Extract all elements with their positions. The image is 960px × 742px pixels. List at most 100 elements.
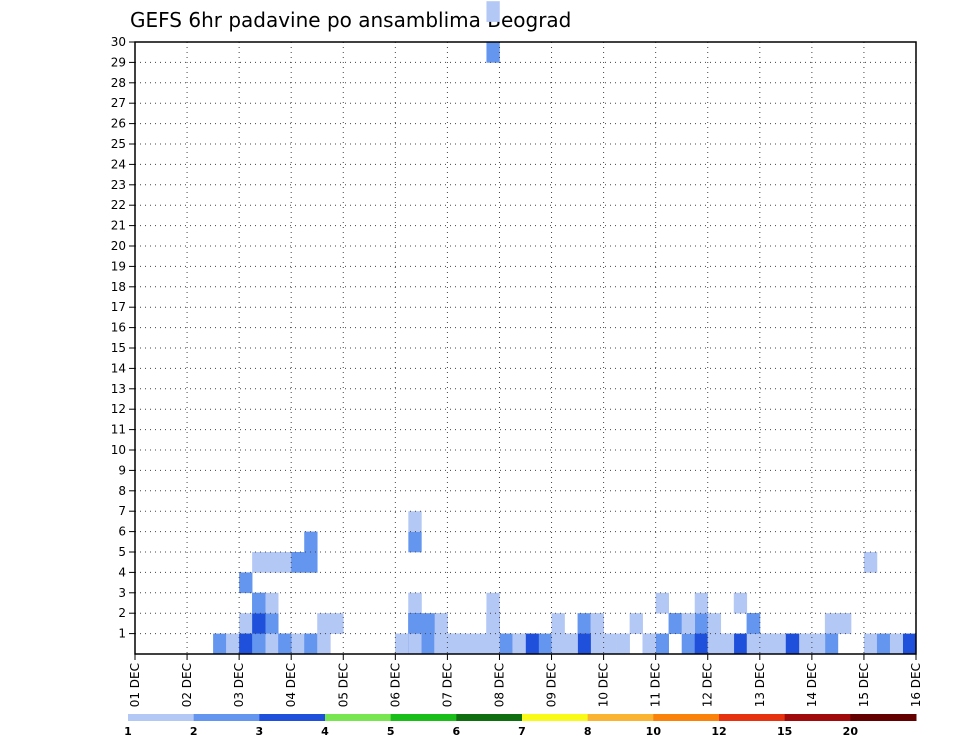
heatmap-cell xyxy=(486,633,500,655)
x-axis-ticks: 01 DEC 02 DEC 03 DEC 04 DEC 05 DEC 06 DEC 07 D… xyxy=(128,654,923,707)
heatmap-cells xyxy=(213,1,917,655)
legend-color-swatch xyxy=(587,714,654,721)
y-tick-label: 27 xyxy=(111,96,126,110)
heatmap-cell xyxy=(746,613,761,634)
y-tick-label: 14 xyxy=(111,361,126,375)
heatmap-cell xyxy=(486,613,500,634)
y-tick-label: 25 xyxy=(111,137,126,151)
heatmap-cell xyxy=(252,592,266,614)
heatmap-cell xyxy=(707,633,722,655)
legend-label: 1 xyxy=(124,725,132,738)
heatmap-cell xyxy=(772,633,787,655)
heatmap-cell xyxy=(824,613,839,634)
y-tick-label: 12 xyxy=(111,402,126,416)
legend-label: 7 xyxy=(518,725,526,738)
y-tick-label: 6 xyxy=(118,525,126,539)
heatmap-cell xyxy=(538,633,552,655)
heatmap-cell xyxy=(681,633,696,655)
heatmap-cell xyxy=(304,552,318,573)
heatmap-cell xyxy=(421,633,435,655)
heatmap-cell xyxy=(252,633,266,655)
y-tick-label: 28 xyxy=(111,76,126,90)
heatmap-cell xyxy=(408,633,422,655)
y-tick-label: 5 xyxy=(118,545,126,559)
y-tick-label: 2 xyxy=(118,606,126,620)
heatmap-cell xyxy=(733,592,748,614)
y-tick-label: 11 xyxy=(111,423,126,437)
legend-label: 3 xyxy=(256,725,264,738)
x-tick-label: 15 DEC xyxy=(857,663,871,707)
y-tick-label: 19 xyxy=(111,259,126,273)
y-tick-label: 23 xyxy=(111,178,126,192)
heatmap-cell xyxy=(655,633,669,655)
legend-label: 20 xyxy=(843,725,859,738)
legend-color-swatch xyxy=(456,714,523,721)
heatmap-cell xyxy=(707,613,722,634)
y-tick-label: 21 xyxy=(111,219,126,233)
y-tick-label: 24 xyxy=(111,157,126,171)
heatmap-cell xyxy=(694,592,709,614)
heatmap-cell xyxy=(486,1,500,22)
heatmap-cell xyxy=(785,633,800,655)
heatmap-cell xyxy=(408,531,422,553)
heatmap-cell xyxy=(837,613,852,634)
heatmap-cell xyxy=(694,613,709,634)
y-tick-label: 18 xyxy=(111,280,126,294)
heatmap-cell xyxy=(590,633,604,655)
heatmap-cell xyxy=(317,633,331,655)
heatmap-cell xyxy=(577,633,591,655)
heatmap-cell xyxy=(642,633,656,655)
legend-label: 15 xyxy=(777,725,792,738)
x-tick-label: 12 DEC xyxy=(701,663,715,707)
heatmap-cell xyxy=(434,633,448,655)
y-tick-label: 13 xyxy=(111,382,126,396)
legend-color-swatch xyxy=(325,714,392,721)
y-tick-label: 16 xyxy=(111,321,126,335)
heatmap-cell xyxy=(447,633,461,655)
y-tick-label: 22 xyxy=(111,198,126,212)
heatmap-cell xyxy=(577,613,591,634)
heatmap-cell xyxy=(681,613,696,634)
heatmap-cell xyxy=(486,592,500,614)
heatmap-cell xyxy=(564,633,578,655)
heatmap-cell xyxy=(330,613,344,634)
heatmap-cell xyxy=(590,613,604,634)
heatmap-cell xyxy=(239,633,253,655)
heatmap-cell xyxy=(876,633,891,655)
legend-color-swatch xyxy=(259,714,326,721)
heatmap-cell xyxy=(239,572,253,594)
x-tick-label: 02 DEC xyxy=(180,663,194,707)
y-tick-label: 20 xyxy=(111,239,126,253)
legend-label: 4 xyxy=(321,725,329,738)
y-tick-label: 10 xyxy=(111,443,126,457)
heatmap-cell xyxy=(265,633,279,655)
heatmap-cell xyxy=(408,592,422,614)
heatmap-cell xyxy=(746,633,761,655)
heatmap-cell xyxy=(278,552,292,573)
color-legend: 1 2 3 4 5 6 7 8 10 12 15 20 xyxy=(124,714,917,738)
heatmap-cell xyxy=(616,633,630,655)
heatmap-cell xyxy=(863,633,878,655)
heatmap-cell xyxy=(668,613,682,634)
legend-color-swatch xyxy=(784,714,851,721)
heatmap-cell xyxy=(265,592,279,614)
legend-color-swatch xyxy=(653,714,720,721)
y-axis-ticks: 1234567891011121314151617181920212223242… xyxy=(111,35,135,641)
legend-label: 6 xyxy=(453,725,461,738)
y-tick-label: 26 xyxy=(111,117,126,131)
legend-color-swatch xyxy=(850,714,917,721)
legend-color-swatch xyxy=(719,714,786,721)
legend-color-swatch xyxy=(390,714,457,721)
heatmap-cell xyxy=(317,613,331,634)
x-tick-label: 01 DEC xyxy=(128,663,142,707)
y-tick-label: 7 xyxy=(118,504,126,518)
heatmap-cell xyxy=(460,633,474,655)
x-tick-label: 13 DEC xyxy=(753,663,767,707)
legend-color-swatch xyxy=(193,714,260,721)
legend-label: 2 xyxy=(190,725,198,738)
heatmap-cell xyxy=(603,633,617,655)
heatmap-cell xyxy=(486,42,500,63)
heatmap-cell xyxy=(551,613,565,634)
